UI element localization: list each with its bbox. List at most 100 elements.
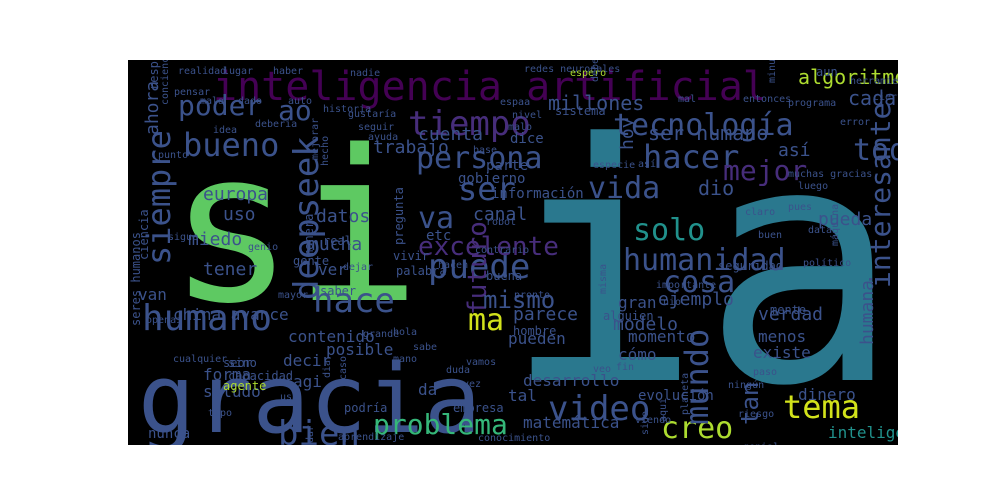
cloud-word: político bbox=[803, 257, 851, 269]
cloud-word: agente bbox=[223, 379, 266, 393]
cloud-word: saludo bbox=[203, 382, 261, 401]
cloud-word: inteligencia artificial bbox=[213, 64, 767, 110]
cloud-word: ma bbox=[468, 303, 504, 338]
cloud-word: hace bbox=[313, 281, 395, 321]
cloud-word: genio bbox=[248, 242, 278, 253]
cloud-word: si bbox=[168, 105, 421, 350]
cloud-word: respuesta bbox=[147, 60, 161, 90]
cloud-word: creo bbox=[661, 411, 733, 445]
cloud-word: gobierno bbox=[458, 171, 525, 187]
cloud-word: puede bbox=[428, 247, 530, 287]
cloud-word: agi bbox=[293, 372, 322, 391]
cloud-word: capacidad bbox=[228, 369, 293, 383]
cloud-word: punto bbox=[158, 150, 188, 161]
cloud-word: menos bbox=[758, 327, 806, 346]
cloud-word: haber bbox=[273, 66, 303, 77]
cloud-word: verdad bbox=[758, 304, 823, 325]
cloud-word: posible bbox=[326, 340, 393, 359]
cloud-word: desarrollo bbox=[523, 371, 619, 390]
cloud-word: idea bbox=[213, 125, 237, 136]
cloud-word: mayor bbox=[278, 290, 308, 301]
cloud-word: mente bbox=[770, 303, 806, 317]
cloud-word: interesante bbox=[864, 103, 897, 288]
cloud-word: ia bbox=[503, 74, 898, 445]
cloud-word: inteligencia bbox=[828, 423, 898, 442]
cloud-word: manera bbox=[302, 214, 316, 257]
cloud-word: trabajo bbox=[373, 137, 449, 158]
cloud-word: cómo bbox=[618, 345, 657, 364]
cloud-word: pregunta bbox=[392, 187, 406, 245]
cloud-word: humano bbox=[142, 298, 272, 339]
cloud-word: usa bbox=[280, 392, 298, 403]
cloud-word: minuto bbox=[767, 60, 778, 83]
cloud-word: especie bbox=[593, 160, 635, 171]
cloud-word: etc bbox=[426, 228, 451, 244]
cloud-word: sabe bbox=[413, 342, 437, 353]
cloud-word: aquí bbox=[657, 398, 669, 422]
cloud-word: sino bbox=[228, 356, 257, 370]
cloud-word: riesgo bbox=[738, 409, 774, 420]
cloud-word: mala bbox=[200, 96, 224, 107]
cloud-word: espero bbox=[570, 68, 606, 79]
cloud-word: va bbox=[418, 201, 454, 236]
cloud-word: grande bbox=[363, 329, 399, 340]
cloud-word: miedo bbox=[188, 229, 242, 250]
cloud-word: espaa bbox=[500, 97, 530, 108]
cloud-word: historia bbox=[323, 104, 371, 115]
cloud-word: seguir bbox=[358, 122, 394, 133]
cloud-word: humana bbox=[857, 280, 878, 345]
cloud-word: problema bbox=[373, 408, 508, 441]
cloud-word: hacer bbox=[643, 138, 739, 176]
cloud-word: china avance bbox=[173, 305, 289, 324]
cloud-word: realidad bbox=[178, 66, 226, 77]
cloud-word: gracia bbox=[138, 345, 481, 445]
cloud-word: dia bbox=[322, 360, 333, 378]
cloud-word: máquina bbox=[829, 204, 841, 246]
cloud-word: buena bbox=[486, 269, 522, 283]
cloud-word: planeta bbox=[680, 373, 691, 415]
cloud-word: matemática bbox=[523, 413, 619, 432]
cloud-word: video bbox=[548, 389, 650, 429]
cloud-word: así bbox=[778, 140, 811, 161]
cloud-background bbox=[128, 60, 898, 445]
cloud-word: empresa bbox=[453, 401, 504, 415]
cloud-word: contrario bbox=[475, 245, 529, 256]
cloud-word: europa bbox=[203, 184, 268, 205]
cloud-word: nunca bbox=[148, 426, 190, 442]
cloud-word: genial bbox=[743, 442, 779, 445]
cloud-word: luego bbox=[798, 181, 828, 192]
cloud-word: uso bbox=[223, 204, 256, 225]
cloud-word: sigue bbox=[168, 232, 198, 243]
cloud-word: cierto bbox=[873, 92, 898, 103]
cloud-word: herramienta bbox=[850, 76, 898, 87]
cloud-word: palabra bbox=[396, 264, 447, 278]
cloud-word: hoy bbox=[617, 117, 638, 150]
cloud-word: bueno bbox=[183, 126, 279, 164]
cloud-word: tiempo bbox=[408, 104, 531, 144]
cloud-word: pueda bbox=[818, 209, 872, 230]
cloud-word: nivel bbox=[512, 110, 542, 121]
cloud-word: toda bbox=[853, 133, 898, 168]
cloud-word: veo bbox=[593, 364, 611, 375]
cloud-word: dio bbox=[698, 176, 734, 200]
cloud-word: real bbox=[323, 234, 352, 248]
cloud-word: tecnología bbox=[613, 108, 794, 143]
cloud-word: tal bbox=[508, 386, 537, 405]
cloud-word: persona bbox=[416, 141, 542, 176]
cloud-word: lugar bbox=[223, 66, 253, 77]
cloud-word: así bbox=[638, 158, 656, 170]
cloud-word: ejemplo bbox=[658, 289, 734, 310]
cloud-word: data bbox=[808, 225, 832, 236]
cloud-word: conciencia bbox=[160, 60, 171, 105]
cloud-word: seguridad bbox=[718, 259, 783, 273]
cloud-word: mundo bbox=[678, 329, 716, 425]
cloud-word: duda bbox=[446, 365, 470, 376]
cloud-word: sistema bbox=[555, 104, 606, 118]
cloud-word: nio bbox=[663, 297, 681, 308]
cloud-word: dado bbox=[238, 96, 262, 107]
cloud-word: sido bbox=[640, 411, 651, 435]
cloud-word: mucha bbox=[308, 234, 362, 255]
cloud-word: algoritmo bbox=[798, 65, 898, 89]
cloud-word: información bbox=[491, 186, 584, 202]
